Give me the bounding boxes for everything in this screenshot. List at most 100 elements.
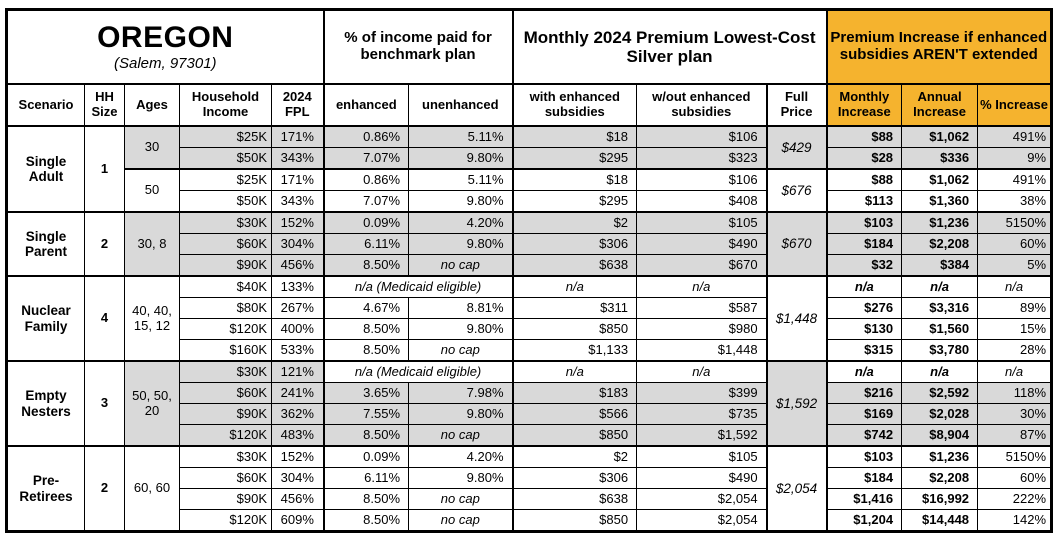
cell-full-price: $429 <box>765 125 828 170</box>
cell-with-subsidies: $850 <box>511 424 638 447</box>
subsidy-comparison-table: OREGON (Salem, 97301) % of income paid f… <box>5 8 1053 533</box>
cell-monthly-increase: $130 <box>825 318 903 340</box>
cell-without-subsidies: $490 <box>636 233 768 255</box>
cell-pct-increase: 222% <box>977 488 1053 510</box>
cell-fpl: 304% <box>270 467 325 489</box>
cell-monthly-increase: $32 <box>825 254 903 277</box>
cell-fpl: 152% <box>270 445 325 468</box>
cell-annual-increase: $2,592 <box>901 382 979 404</box>
cell-enhanced: 6.11% <box>322 233 410 255</box>
cell-pct-increase: 118% <box>977 382 1053 404</box>
cell-income: $50K <box>179 147 272 170</box>
cell-annual-increase: $2,208 <box>901 233 979 255</box>
cell-full-price: $670 <box>765 211 828 277</box>
col-header-enhanced: enhanced <box>322 83 410 127</box>
cell-hh-size: 1 <box>84 125 125 213</box>
cell-with-subsidies: $850 <box>511 509 638 532</box>
cell-unenhanced: 8.81% <box>408 297 514 319</box>
cell-ages: 50 <box>124 168 180 213</box>
table-row: Single Adult 1 30 $25K 171% 0.86% 5.11% $18 $106… <box>6 125 1053 213</box>
cell-enhanced: 0.09% <box>322 445 410 468</box>
table-header: OREGON (Salem, 97301) % of income paid f… <box>5 9 1053 127</box>
cell-monthly-increase: $88 <box>825 168 903 191</box>
cell-income: $160K <box>179 339 272 362</box>
cell-monthly-increase: $184 <box>825 467 903 489</box>
cell-enhanced: 8.50% <box>322 424 410 447</box>
cell-with-subsidies: $18 <box>511 168 638 191</box>
cell-enhanced: 4.67% <box>322 297 410 319</box>
cell-annual-increase: $336 <box>901 147 979 170</box>
cell-enhanced: 8.50% <box>322 488 410 510</box>
cell-without-subsidies: $670 <box>636 254 768 277</box>
cell-income: $90K <box>179 488 272 510</box>
cell-income: $25K <box>179 125 272 148</box>
cell-without-subsidies: $2,054 <box>636 509 768 532</box>
cell-monthly-increase: $216 <box>825 382 903 404</box>
cell-annual-increase: $2,028 <box>901 403 979 425</box>
cell-pct-increase: 491% <box>977 125 1053 148</box>
cell-without-subsidies: $408 <box>636 190 768 213</box>
cell-enhanced: 8.50% <box>322 254 410 277</box>
cell-enhanced: 7.55% <box>322 403 410 425</box>
cell-with-subsidies: $306 <box>511 467 638 489</box>
table-row: Single Parent 2 30, 8 $30K 152% 0.09% 4.20% $2 $… <box>6 211 1053 277</box>
cell-without-subsidies: $735 <box>636 403 768 425</box>
cell-unenhanced: no cap <box>408 339 514 362</box>
column-header-row: Scenario HH Size Ages Household Income 2… <box>6 83 1053 127</box>
col-header-2024-fpl: 2024 FPL <box>270 83 325 127</box>
cell-fpl: 609% <box>270 509 325 532</box>
table-row: $90K 456% 8.50% no cap $638 $670 $32 $384 5% <box>7 254 1053 277</box>
cell-annual-increase: $16,992 <box>901 488 979 510</box>
region-header-cell: OREGON (Salem, 97301) <box>5 9 325 85</box>
cell-enhanced: 7.07% <box>322 147 410 170</box>
cell-pct-increase: 491% <box>977 168 1053 191</box>
cell-unenhanced: 9.80% <box>408 467 514 489</box>
cell-pct-increase: n/a <box>977 275 1053 298</box>
cell-monthly-increase: $88 <box>825 125 903 148</box>
cell-fpl: 304% <box>270 233 325 255</box>
table-body: Single Adult 1 30 $25K 171% 0.86% 5.11% $18 $106… <box>6 125 1053 532</box>
cell-with-subsidies: $306 <box>511 233 638 255</box>
cell-medicaid-note: n/a (Medicaid eligible) <box>322 360 514 383</box>
cell-fpl: 171% <box>270 125 325 148</box>
cell-with-subsidies: $566 <box>511 403 638 425</box>
cell-annual-increase: $1,062 <box>901 125 979 148</box>
cell-income: $120K <box>179 509 272 532</box>
cell-income: $90K <box>179 254 272 277</box>
cell-unenhanced: 7.98% <box>408 382 514 404</box>
col-header-hh-size: HH Size <box>84 83 125 127</box>
table-row: $50K 343% 7.07% 9.80% $295 $323 $28 $336 9% <box>7 147 1053 170</box>
table-row: Pre-Retirees 2 60, 60 $30K 152% 0.09% 4.20% $2 $… <box>6 445 1053 532</box>
cell-income: $30K <box>179 445 272 468</box>
cell-scenario: Single Adult <box>6 125 85 213</box>
cell-fpl: 456% <box>270 488 325 510</box>
cell-fpl: 483% <box>270 424 325 447</box>
cell-monthly-increase: $184 <box>825 233 903 255</box>
cell-monthly-increase: $113 <box>825 190 903 213</box>
cell-income: $60K <box>179 382 272 404</box>
cell-fpl: 133% <box>270 275 325 298</box>
table-row: $90K 362% 7.55% 9.80% $566 $735 $169 $2,028 30% <box>7 403 1053 425</box>
cell-enhanced: 8.50% <box>322 339 410 362</box>
table-row: $50K 343% 7.07% 9.80% $295 $408 $113 $1,360 38% <box>7 190 1053 213</box>
cell-without-subsidies: $105 <box>636 211 768 234</box>
group-header-premium: Monthly 2024 Premium Lowest-Cost Silver … <box>511 9 828 85</box>
cell-pct-increase: 5150% <box>977 445 1053 468</box>
cell-scenario: Single Parent <box>6 211 85 277</box>
cell-ages: 30 <box>124 125 180 170</box>
cell-monthly-increase: $276 <box>825 297 903 319</box>
col-header-wout-enhanced-subsidies: w/out enhanced subsidies <box>636 83 768 127</box>
cell-annual-increase: $1,062 <box>901 168 979 191</box>
cell-pct-increase: n/a <box>977 360 1053 383</box>
col-header-full-price: Full Price <box>765 83 828 127</box>
cell-monthly-increase: $1,416 <box>825 488 903 510</box>
cell-fpl: 400% <box>270 318 325 340</box>
col-header-household-income: Household Income <box>179 83 272 127</box>
cell-unenhanced: 9.80% <box>408 190 514 213</box>
col-header-monthly-increase: Monthly Increase <box>825 83 903 127</box>
cell-enhanced: 8.50% <box>322 318 410 340</box>
cell-monthly-increase: $315 <box>825 339 903 362</box>
cell-with-subsidies: n/a <box>511 275 638 298</box>
cell-annual-increase: $1,360 <box>901 190 979 213</box>
